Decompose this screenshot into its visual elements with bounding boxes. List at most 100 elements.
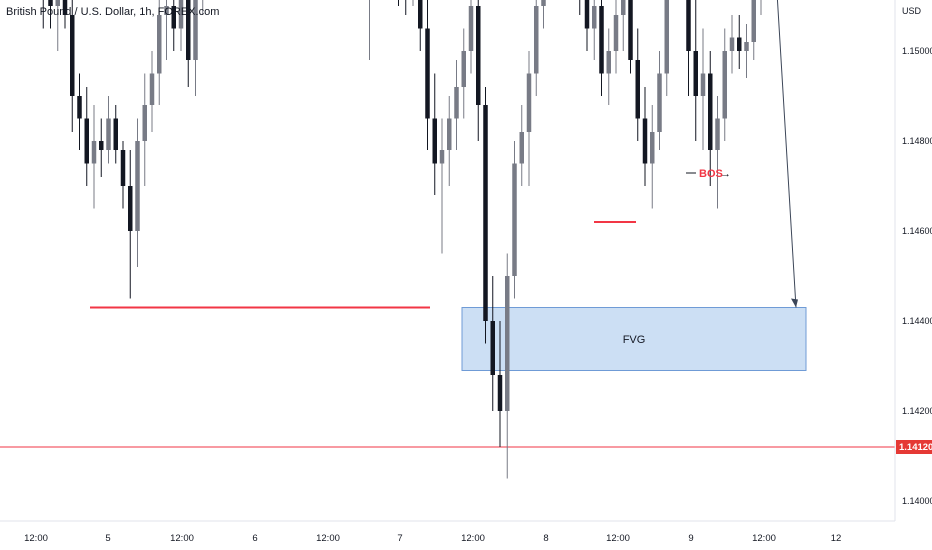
candle [700,28,706,150]
candle-body [722,51,727,119]
candle-body [439,150,445,164]
price-tick-label: 1.14400 [902,316,932,326]
time-tick-label: 6 [252,533,257,544]
candle [432,73,437,195]
candle [519,105,524,186]
candle-body [70,15,75,96]
candle-body [621,0,626,15]
bos-label: BOS [699,168,723,180]
candle [729,15,735,74]
candle [512,141,517,299]
candle [722,28,727,141]
candle [708,51,713,186]
price-unit: USD [902,6,922,16]
candle-body [84,118,89,164]
price-axis[interactable]: USD1.166001.164001.162001.160001.158001.… [894,0,932,521]
candle-body [447,118,452,150]
red-level-tag [896,440,932,454]
candle-body [62,0,68,15]
candle-body [751,0,756,42]
candle-body [505,276,510,411]
candle [412,0,414,6]
candle-body [628,0,633,60]
candle [715,96,720,209]
candle [55,0,60,51]
candle [664,0,669,96]
candle-body [48,0,53,6]
candle-body [737,37,742,51]
candle [186,0,191,87]
candle [171,0,176,51]
time-tick-label: 12:00 [316,533,340,544]
candle [77,73,82,150]
candle [84,87,89,186]
candle-body [186,0,191,60]
candle-body [693,51,698,96]
time-tick-label: 9 [688,533,693,544]
time-tick-label: 12:00 [170,533,194,544]
candle-body [700,73,706,96]
candle [439,118,445,254]
candle-body [120,150,126,186]
candle [650,105,655,209]
candle-body [476,6,481,105]
candle-body [584,0,590,29]
time-tick-label: 12:00 [24,533,48,544]
time-tick-label: 12:00 [752,533,776,544]
candle [751,0,756,60]
candle-body [142,105,147,141]
time-axis[interactable]: 12:00 5 12:00 6 12:00 7 12:00 8 12:00 9 12:00 12 [0,520,895,544]
candle [584,0,590,51]
candle [454,60,459,150]
annotations-layer: BOS→ [686,0,798,308]
projection-arrow-icon [791,298,798,308]
candle [418,0,423,51]
candle-body [77,96,82,119]
candle-body [715,118,720,150]
candle [113,105,118,164]
candle-body [642,118,648,164]
projection-line [776,0,797,308]
candle-body [135,141,140,231]
chart-title: British Pound / U.S. Dollar, 1h, FOREX.c… [6,6,220,18]
candle [447,96,452,186]
price-tick-label: 1.14800 [902,136,932,146]
candle [157,0,162,105]
candle-body [592,6,597,29]
candle [606,28,611,105]
candle-body [106,118,111,150]
levels-layer [0,221,895,448]
candles-layer [42,0,762,479]
time-tick-label: 12:00 [606,533,630,544]
candle [592,0,597,60]
candle [621,0,626,51]
price-tick-label: 1.14200 [902,406,932,416]
candle-body [497,375,503,411]
candle-body [454,87,459,119]
candle [48,0,53,29]
fvg-zone [461,307,807,371]
candle [369,0,370,60]
candle-body [519,132,524,164]
candle-body [606,51,611,74]
candle-body [686,0,691,51]
candle [613,0,619,74]
bos-arrow-icon: → [720,168,731,180]
candle-body [91,141,97,164]
candle [120,141,126,209]
candle-body [418,0,423,29]
candle [642,87,648,186]
candle [149,51,155,132]
price-tick-label: 1.14600 [902,226,932,236]
candle [128,150,133,299]
candle [541,0,546,29]
candle-body [468,6,474,51]
candle-body [55,0,60,6]
candle-body [650,132,655,164]
candle [490,276,495,411]
candle-body [483,105,488,321]
price-tick-label: 1.14000 [902,496,932,506]
candle [476,0,481,141]
candle [135,118,140,267]
candle-body [635,60,640,119]
